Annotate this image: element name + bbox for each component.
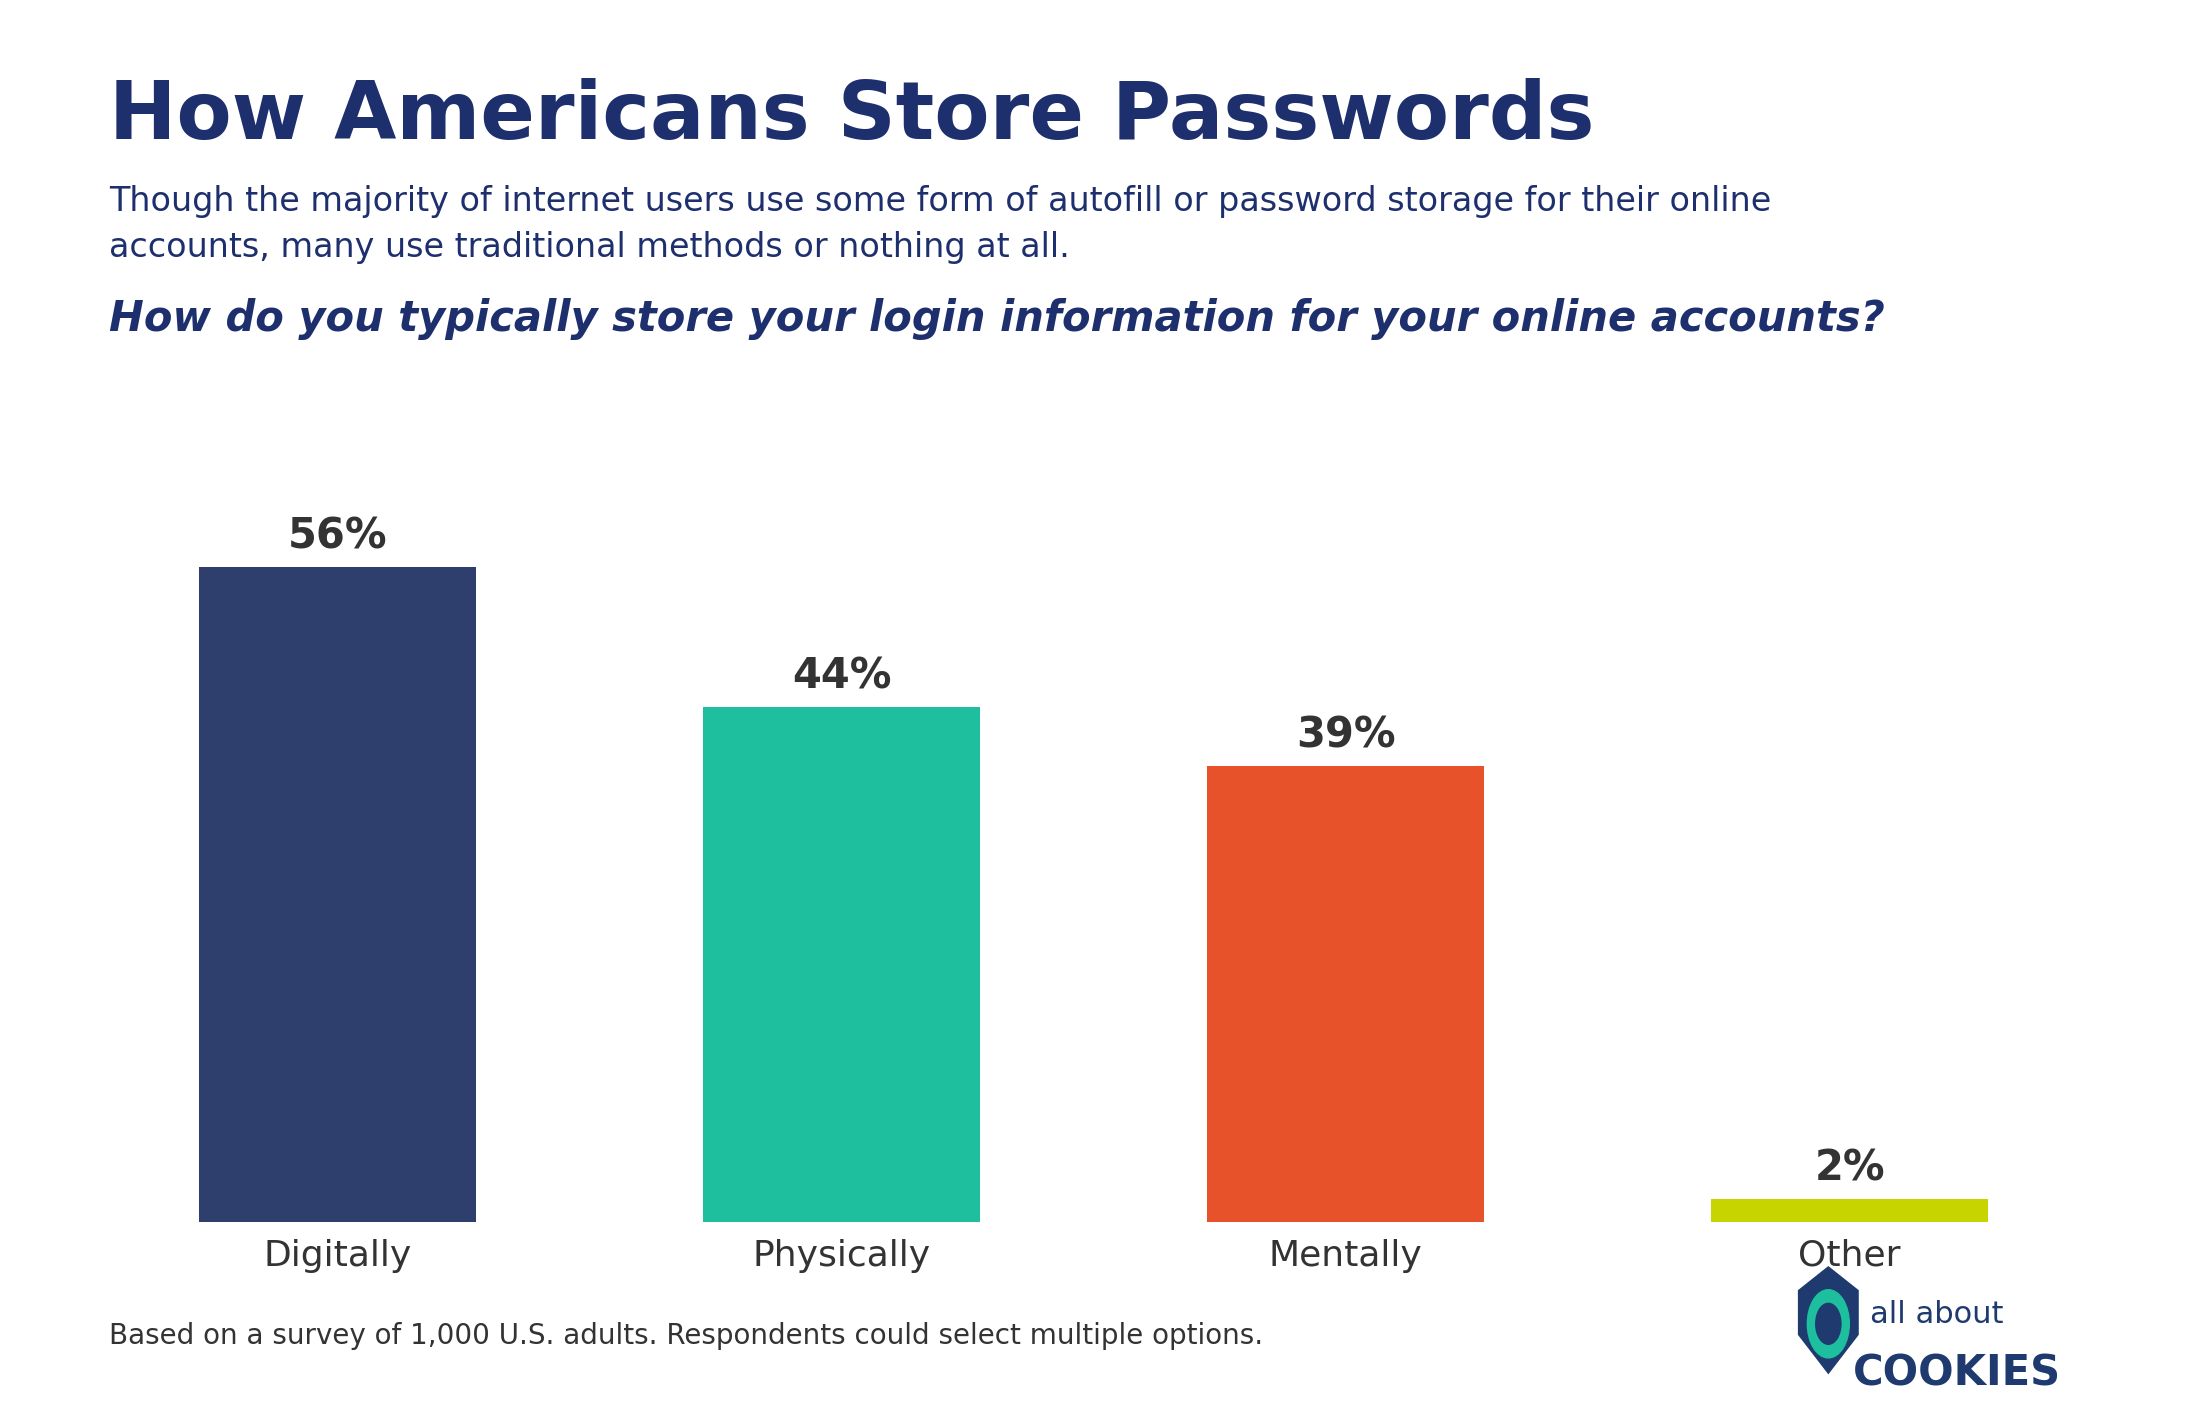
Text: 39%: 39% bbox=[1295, 715, 1395, 756]
Text: Though the majority of internet users use some form of autofill or password stor: Though the majority of internet users us… bbox=[109, 185, 1771, 264]
Text: Based on a survey of 1,000 U.S. adults. Respondents could select multiple option: Based on a survey of 1,000 U.S. adults. … bbox=[109, 1322, 1264, 1350]
Text: all about: all about bbox=[1870, 1300, 2003, 1329]
Bar bbox=[1207, 766, 1485, 1222]
Text: 56%: 56% bbox=[289, 516, 387, 557]
Circle shape bbox=[1815, 1303, 1841, 1344]
Bar bbox=[199, 567, 477, 1222]
Text: 44%: 44% bbox=[792, 657, 892, 698]
Bar bbox=[1710, 1199, 1988, 1222]
Polygon shape bbox=[1798, 1265, 1859, 1376]
Text: How do you typically store your login information for your online accounts?: How do you typically store your login in… bbox=[109, 298, 1885, 341]
Bar bbox=[702, 708, 980, 1222]
Circle shape bbox=[1806, 1290, 1850, 1358]
Text: COOKIES: COOKIES bbox=[1852, 1353, 2060, 1395]
Text: 2%: 2% bbox=[1815, 1147, 1885, 1189]
Text: How Americans Store Passwords: How Americans Store Passwords bbox=[109, 78, 1594, 156]
